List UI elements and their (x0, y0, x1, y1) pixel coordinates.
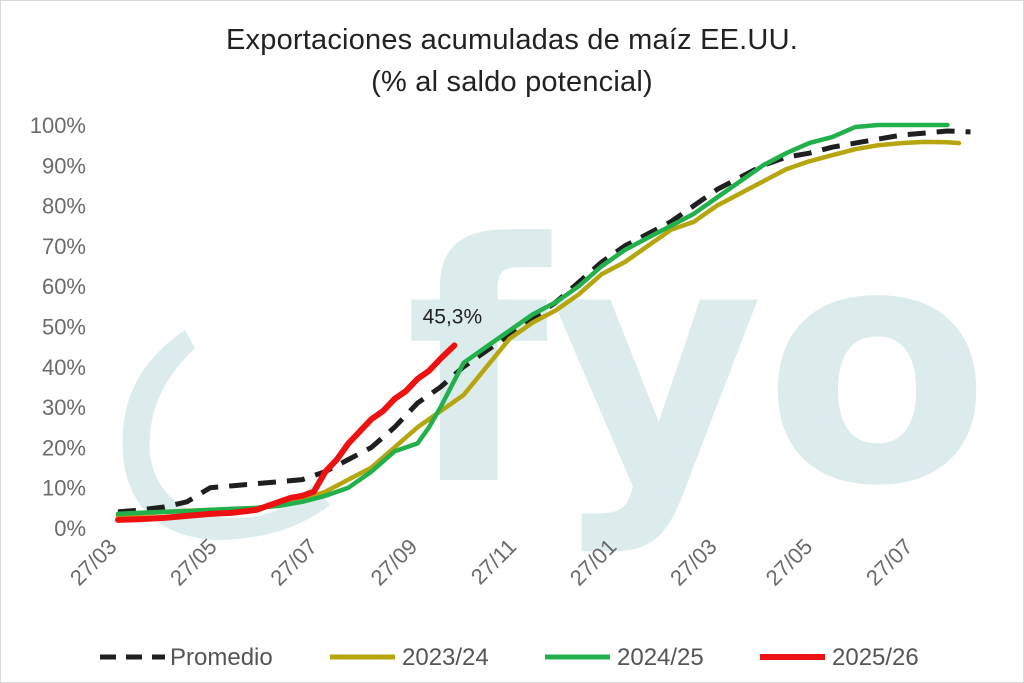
series-line-promedio (117, 128, 971, 515)
x-tick-label: 27/07 (265, 534, 322, 591)
y-tick-label: 30% (42, 395, 86, 420)
y-tick-label: 50% (42, 315, 86, 340)
legend-label: 2023/24 (402, 644, 489, 671)
y-tick-label: 100% (30, 113, 86, 138)
y-tick-label: 70% (42, 234, 86, 259)
y-axis: 0% 10% 20% 30% 40% 50% 60% 70% 80% 90% 100% (30, 113, 86, 541)
legend-item: 2025/26 (760, 644, 919, 671)
x-tick-label: 27/03 (65, 534, 122, 591)
legend-label: Promedio (170, 644, 273, 671)
y-tick-label: 80% (42, 194, 86, 219)
y-tick-label: 20% (42, 435, 86, 460)
chart-subtitle: (% al saldo potencial) (371, 66, 653, 98)
legend-item: 2023/24 (330, 644, 489, 671)
legend-label: 2024/25 (617, 644, 704, 671)
legend-label: 2025/26 (832, 644, 919, 671)
watermark-text: fyo (405, 174, 990, 558)
legend-item: 2024/25 (545, 644, 704, 671)
series-lines (115, 122, 971, 523)
y-tick-label: 0% (54, 516, 86, 541)
y-tick-label: 90% (42, 153, 86, 178)
x-tick-label: 27/05 (165, 534, 222, 591)
data-label-last-value: 45,3% (423, 305, 483, 328)
y-tick-label: 10% (42, 476, 86, 501)
y-tick-label: 60% (42, 274, 86, 299)
annotation: 45,3% (423, 305, 483, 328)
legend: Promedio 2023/24 2024/25 2025/26 (100, 644, 919, 671)
watermark-logo: fyo (122, 174, 990, 558)
chart-title: Exportaciones acumuladas de maíz EE.UU. (226, 24, 798, 56)
legend-item: Promedio (100, 644, 273, 671)
y-tick-label: 40% (42, 355, 86, 380)
series-line-2025-26 (115, 342, 458, 523)
